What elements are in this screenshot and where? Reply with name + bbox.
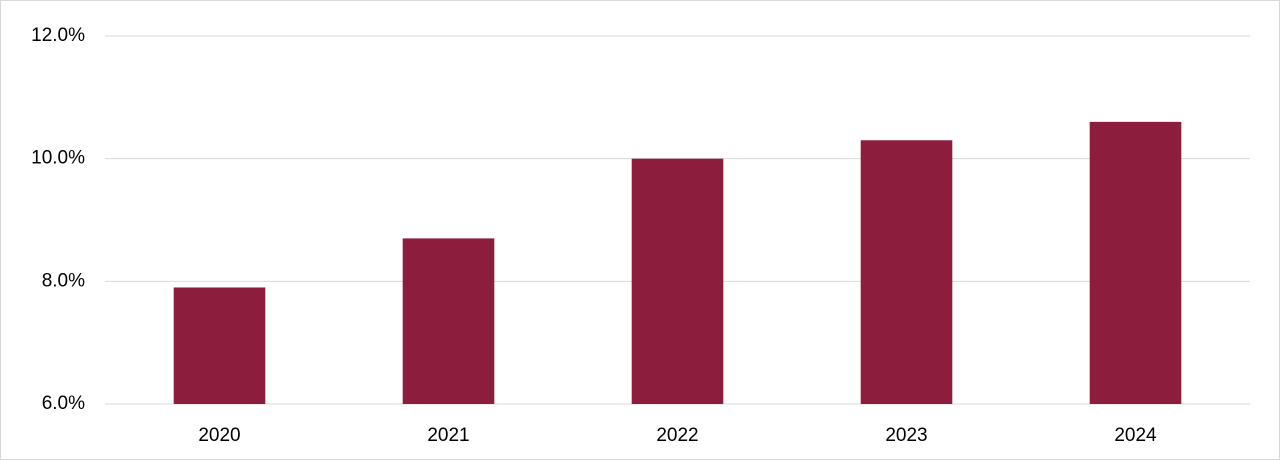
- x-tick-label: 2020: [198, 425, 240, 446]
- bar: [1089, 121, 1182, 404]
- x-tick-label: 2023: [885, 425, 927, 446]
- bar: [402, 238, 495, 404]
- y-tick-label: 8.0%: [42, 270, 85, 291]
- y-tick-label: 12.0%: [31, 25, 85, 46]
- y-tick-label: 6.0%: [42, 393, 85, 414]
- x-tick-label: 2022: [656, 425, 698, 446]
- bar: [860, 140, 953, 404]
- x-tick-label: 2024: [1114, 425, 1157, 446]
- x-tick-label: 2021: [427, 425, 469, 446]
- y-tick-label: 10.0%: [31, 148, 85, 169]
- bar: [631, 158, 724, 404]
- bar: [173, 287, 266, 404]
